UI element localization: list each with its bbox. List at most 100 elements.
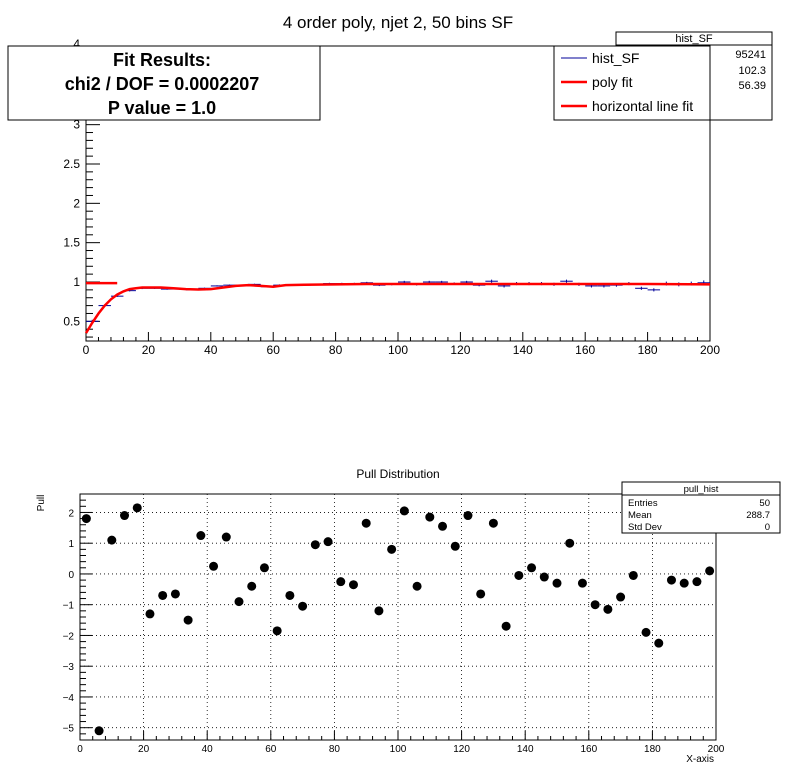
- fit-x-tick-label: 180: [638, 343, 658, 357]
- pull-point: [438, 521, 448, 531]
- pull-x-tick-label: 20: [138, 744, 150, 755]
- pull-point: [488, 518, 498, 528]
- hist-sf-stats-title: hist_SF: [675, 33, 713, 45]
- pull-point: [399, 506, 409, 516]
- fit-panel: 4 order poly, njet 2, 50 bins SF 0.5 1 1.5…: [7, 13, 773, 357]
- pull-point: [132, 503, 142, 513]
- hist-sf-stats-mean: 102.3: [738, 65, 766, 77]
- pull-point: [145, 609, 155, 619]
- pull-x-tick-label: 80: [329, 744, 341, 755]
- hist-sf-stats-entries: 95241: [735, 49, 766, 61]
- pull-point: [501, 621, 511, 631]
- pull-point: [387, 544, 397, 554]
- fit-plot-marks: [84, 279, 711, 334]
- pull-point: [654, 638, 664, 648]
- pull-point: [247, 581, 257, 591]
- pull-x-tick-label: 100: [390, 744, 407, 755]
- pull-chart-title: Pull Distribution: [356, 467, 439, 481]
- fit-x-tick-label: 0: [83, 343, 90, 357]
- pull-y-tick-label: 1: [68, 539, 74, 550]
- pull-point: [310, 540, 320, 550]
- poly-fit-line: [84, 282, 711, 334]
- fit-x-tick-label: 120: [450, 343, 470, 357]
- pull-point: [209, 561, 219, 571]
- pull-y-tick-label: −3: [63, 662, 75, 673]
- pull-point: [552, 578, 562, 588]
- fit-x-axis: 0 20 40 60 80 100 120 140 160 180 200: [83, 332, 720, 357]
- pull-hist-stats-title: pull_hist: [684, 484, 719, 495]
- pull-point: [692, 577, 702, 587]
- pull-point: [476, 589, 486, 599]
- pull-point: [158, 590, 168, 600]
- pull-point: [705, 566, 715, 576]
- pull-y-axis-label: Pull: [36, 495, 47, 512]
- pull-point: [679, 578, 689, 588]
- pull-point: [285, 590, 295, 600]
- fit-results-chi2: chi2 / DOF = 0.0002207: [65, 74, 260, 94]
- fit-y-tick-label: 1.5: [63, 236, 80, 250]
- pull-grid: [80, 494, 716, 740]
- pull-point: [412, 581, 422, 591]
- fit-x-tick-label: 20: [142, 343, 156, 357]
- pull-hist-stats-entries-label: Entries: [628, 498, 658, 509]
- fit-x-tick-label: 100: [388, 343, 408, 357]
- pull-point: [666, 575, 676, 585]
- pull-point: [196, 531, 206, 541]
- pull-x-axis: 0 20 40 60 80 100 120 140 160 180 200: [77, 731, 725, 755]
- fit-x-tick-label: 160: [575, 343, 595, 357]
- pull-y-tick-label: −5: [63, 724, 75, 735]
- fit-results-box: Fit Results: chi2 / DOF = 0.0002207 P va…: [7, 45, 321, 121]
- pull-point: [590, 600, 600, 610]
- fit-x-tick-label: 200: [700, 343, 720, 357]
- pull-x-tick-label: 40: [202, 744, 214, 755]
- pull-point: [183, 615, 193, 625]
- pull-hist-stats-mean-label: Mean: [628, 510, 652, 521]
- fit-results-pvalue: P value = 1.0: [108, 98, 216, 118]
- fit-y-tick-label: 2.5: [63, 157, 80, 171]
- pull-point: [539, 572, 549, 582]
- pull-plot-marks: [81, 503, 715, 736]
- pull-x-tick-label: 120: [453, 744, 470, 755]
- legend-horizontal-line-fit-label: horizontal line fit: [592, 98, 693, 114]
- legend-hist-sf-label: hist_SF: [592, 50, 639, 66]
- pull-point: [323, 537, 333, 547]
- pull-point: [603, 604, 613, 614]
- pull-x-tick-label: 140: [517, 744, 534, 755]
- pull-hist-stats-box: pull_hist Entries 50 Mean 288.7 Std Dev …: [621, 481, 781, 534]
- pull-point: [234, 597, 244, 607]
- pull-y-tick-label: −1: [63, 601, 75, 612]
- pull-point: [565, 538, 575, 548]
- pull-point: [361, 518, 371, 528]
- pull-point: [107, 535, 117, 545]
- fit-y-tick-label: 2: [73, 196, 80, 210]
- pull-point: [348, 580, 358, 590]
- pull-y-axis: −5 −4 −3 −2 −1 0 1 2: [63, 499, 92, 741]
- pull-y-tick-label: −2: [63, 631, 75, 642]
- fit-y-tick-label: 0.5: [63, 314, 80, 328]
- pull-point: [272, 626, 282, 636]
- fit-x-tick-label: 80: [329, 343, 343, 357]
- pull-point: [120, 511, 130, 521]
- pull-point: [628, 570, 638, 580]
- pull-point: [94, 726, 104, 736]
- pull-panel: Pull Distribution −5 −4 −3 −2 −1 0 1 2 0 20 40 60 8…: [36, 467, 781, 765]
- pull-x-tick-label: 0: [77, 744, 83, 755]
- fit-y-tick-label: 3: [73, 118, 80, 132]
- pull-point: [641, 627, 651, 637]
- pull-y-tick-label: −4: [63, 693, 75, 704]
- pull-point: [374, 606, 384, 616]
- pull-x-tick-label: 200: [708, 744, 725, 755]
- pull-point: [221, 532, 231, 542]
- pull-point: [514, 570, 524, 580]
- fit-x-tick-label: 60: [267, 343, 281, 357]
- pull-hist-stats-stddev-label: Std Dev: [628, 522, 662, 533]
- fit-x-tick-label: 140: [513, 343, 533, 357]
- pull-x-tick-label: 180: [644, 744, 661, 755]
- fit-x-tick-label: 40: [204, 343, 218, 357]
- fit-legend: hist_SF poly fit horizontal line fit: [553, 45, 711, 121]
- fit-results-title: Fit Results:: [113, 50, 211, 70]
- pull-point: [616, 592, 626, 602]
- pull-x-tick-label: 160: [580, 744, 597, 755]
- fit-results-frame: [7, 45, 321, 121]
